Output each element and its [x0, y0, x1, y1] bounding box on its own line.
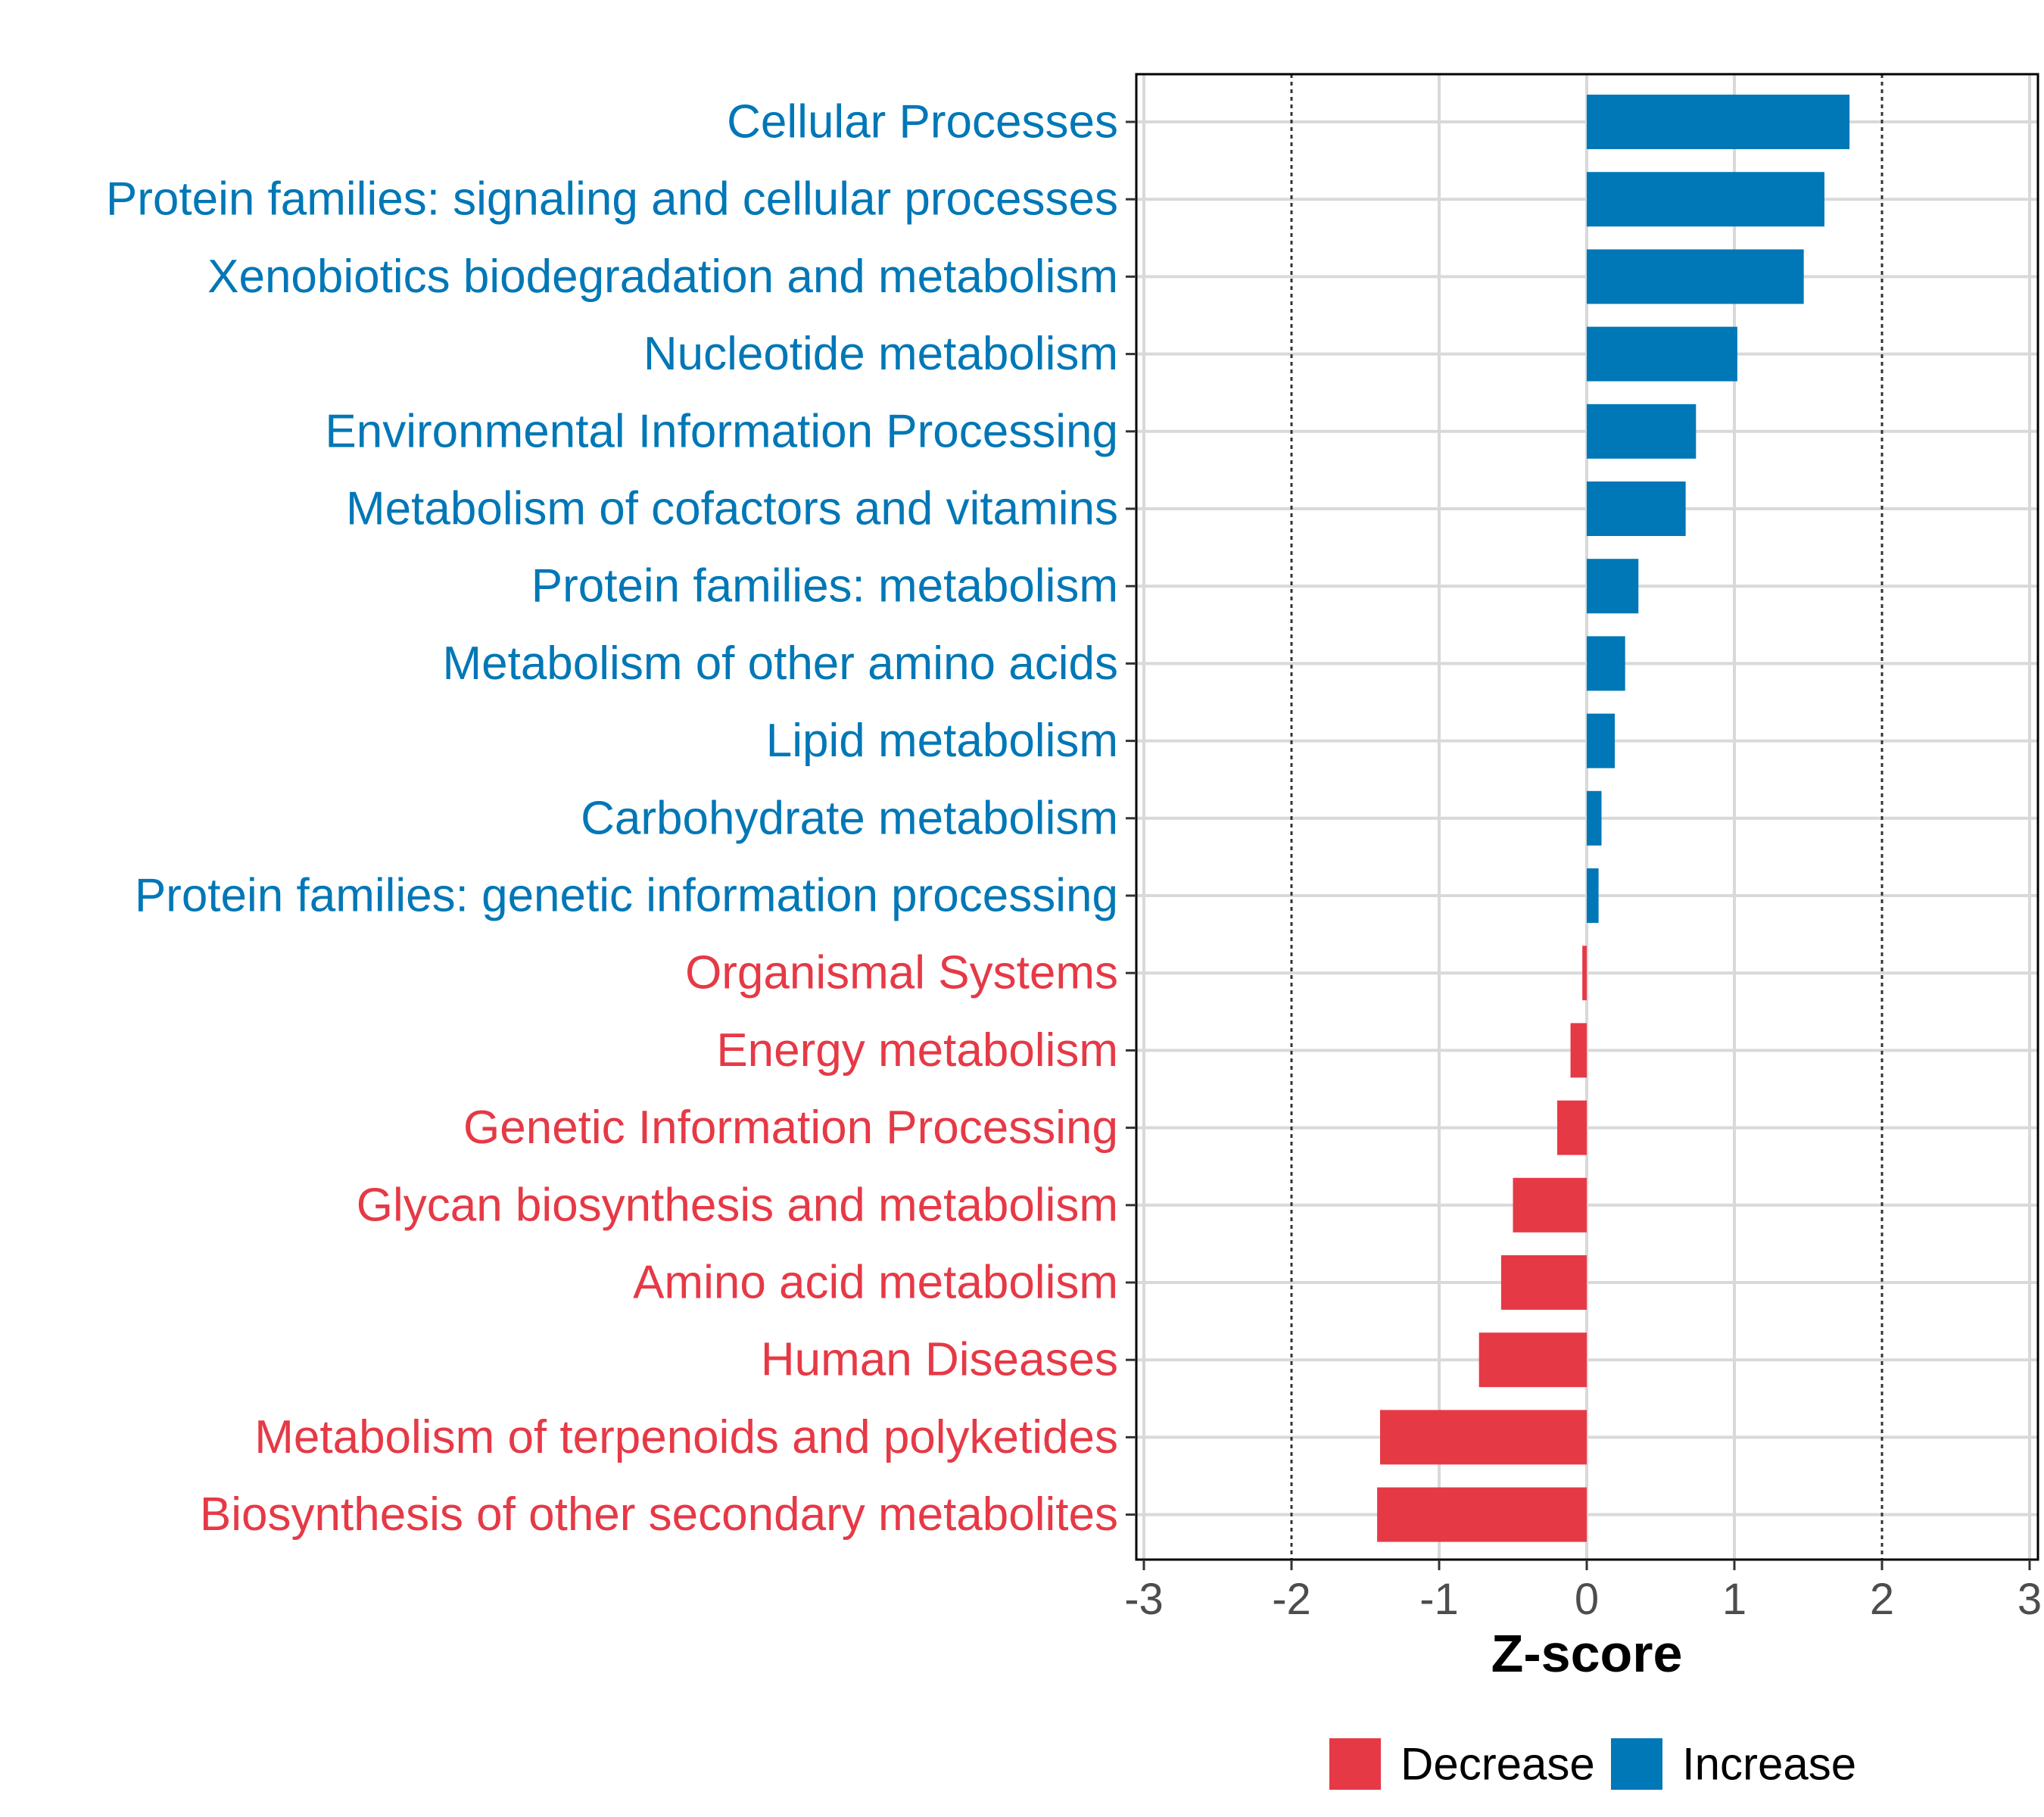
category-label: Xenobiotics biodegradation and metabolis… — [207, 251, 1118, 303]
category-label: Biosynthesis of other secondary metaboli… — [200, 1488, 1118, 1541]
category-label: Lipid metabolism — [766, 715, 1118, 767]
category-label: Metabolism of cofactors and vitamins — [346, 483, 1118, 535]
bar — [1587, 713, 1616, 768]
legend-label: Increase — [1682, 1739, 1856, 1790]
bar — [1582, 946, 1587, 1001]
reference-lines — [1290, 74, 1884, 1560]
bar — [1377, 1487, 1587, 1542]
bars — [1377, 95, 1850, 1542]
bar — [1587, 790, 1602, 846]
category-label: Carbohydrate metabolism — [581, 792, 1118, 844]
bar — [1513, 1177, 1587, 1233]
bar — [1557, 1100, 1587, 1155]
x-axis-title: Z-score — [1491, 1624, 1683, 1683]
category-label: Amino acid metabolism — [633, 1257, 1118, 1309]
category-label: Metabolism of terpenoids and polyketides — [254, 1411, 1118, 1463]
bar — [1570, 1023, 1587, 1078]
legend: Decrease Increase — [1329, 1738, 1856, 1790]
bar — [1587, 559, 1639, 614]
bar — [1587, 636, 1625, 691]
bar — [1587, 482, 1686, 536]
legend-swatch — [1611, 1738, 1662, 1790]
x-tick-label: 3 — [2018, 1575, 2042, 1624]
y-axis-labels: Cellular Processes Protein families: sign… — [106, 96, 1118, 1541]
category-label: Protein families: genetic information pr… — [135, 870, 1118, 922]
bar — [1587, 249, 1804, 304]
category-label: Human Diseases — [761, 1334, 1118, 1386]
legend-label: Decrease — [1401, 1739, 1595, 1790]
x-axis-tick-labels: -3 -2 -1 0 1 2 3 — [1124, 1575, 2042, 1624]
bar — [1587, 95, 1850, 149]
x-tick-label: -2 — [1272, 1575, 1311, 1624]
x-tick-label: -1 — [1419, 1575, 1459, 1624]
y-axis-ticks — [1126, 120, 1136, 1516]
category-label: Energy metabolism — [716, 1024, 1118, 1077]
category-label: Glycan biosynthesis and metabolism — [357, 1179, 1118, 1231]
bar — [1500, 1255, 1587, 1310]
category-label: Protein families: signaling and cellular… — [106, 173, 1118, 226]
bar — [1587, 868, 1599, 923]
category-label: Organismal Systems — [685, 947, 1118, 999]
x-tick-label: 2 — [1870, 1575, 1894, 1624]
category-label: Cellular Processes — [727, 96, 1118, 148]
category-label: Genetic Information Processing — [463, 1102, 1118, 1154]
legend-swatch — [1329, 1738, 1381, 1790]
x-tick-label: -3 — [1124, 1575, 1164, 1624]
category-label: Metabolism of other amino acids — [442, 637, 1118, 690]
category-label: Environmental Information Processing — [325, 405, 1118, 457]
bar — [1478, 1332, 1587, 1388]
bar — [1587, 326, 1737, 382]
bar — [1587, 404, 1697, 459]
bar — [1587, 172, 1824, 227]
bar — [1380, 1410, 1587, 1465]
category-label: Nucleotide metabolism — [643, 328, 1118, 380]
x-tick-label: 0 — [1575, 1575, 1599, 1624]
x-axis-ticks — [1142, 1560, 2031, 1570]
category-label: Protein families: metabolism — [531, 560, 1118, 612]
x-tick-label: 1 — [1722, 1575, 1746, 1624]
